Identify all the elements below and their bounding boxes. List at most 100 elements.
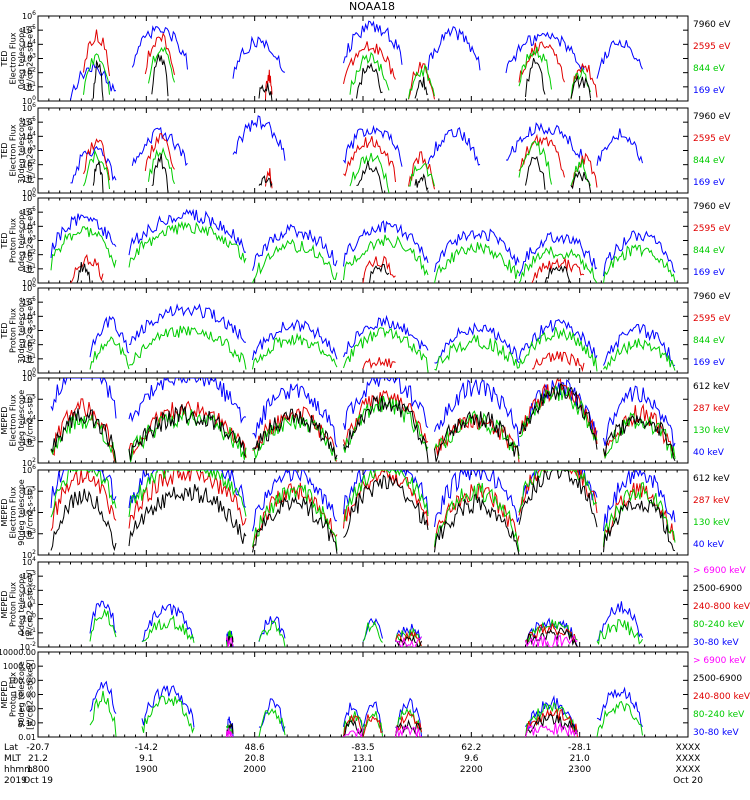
y-tick-label: 103 [22, 436, 36, 447]
series-green-trace [258, 620, 286, 647]
series-magenta-trace [343, 727, 364, 737]
series-green-trace [570, 158, 591, 187]
footer-value: 2200 [460, 765, 483, 775]
series-blue-trace [128, 470, 247, 509]
series-black-trace [518, 383, 598, 450]
footer-value: -83.5 [351, 743, 374, 753]
legend-entry: 2500-6900 [693, 674, 742, 684]
series-red-trace [518, 41, 565, 83]
y-axis-label: [#/cm2-s-str-keV] [26, 659, 35, 730]
y-tick-label: 104 [22, 38, 36, 49]
y-tick-label: 1000.00 [3, 662, 36, 671]
y-tick-label: 106 [22, 192, 36, 203]
footer-value: 9.1 [139, 754, 153, 764]
y-tick-exponent: 2 [32, 457, 36, 464]
legend-entry: 169 eV [693, 86, 726, 96]
series-blue-trace [128, 378, 247, 424]
legend-entry: 130 keV [693, 426, 730, 436]
y-tick-exponent: 6 [32, 192, 36, 199]
y-tick-exponent: 2 [32, 159, 36, 166]
series-green-trace [434, 334, 520, 371]
y-tick-label: 100 [22, 277, 36, 288]
legend-entry: 130 keV [693, 518, 730, 528]
series-red-trace [518, 133, 565, 178]
legend-entry: 844 eV [693, 246, 726, 256]
y-tick-exponent: 3 [32, 235, 36, 242]
series-black-trace [151, 153, 169, 193]
series-green-trace [89, 608, 117, 642]
legend-entry: 30-80 keV [693, 728, 739, 738]
series-blue-trace [518, 470, 598, 513]
series-blue-trace [596, 686, 643, 727]
legend-entry: 287 keV [693, 496, 730, 506]
legend-entry: 612 keV [693, 474, 730, 484]
series-green-trace [343, 470, 429, 522]
series-blue-trace [252, 470, 337, 532]
series-blue-trace [596, 128, 643, 166]
footer-value: 13.1 [353, 754, 373, 764]
series-green-trace [128, 470, 247, 518]
series-green-trace [141, 695, 195, 734]
series-red-trace [265, 168, 273, 189]
y-axis-label: MEPED [0, 681, 9, 709]
series-red-trace [265, 69, 273, 100]
y-tick-exponent: 5 [32, 206, 36, 213]
y-tick-label: 100 [22, 367, 36, 378]
series-red-trace [83, 29, 110, 77]
y-tick-exponent: 4 [32, 556, 36, 563]
legend-entry: 612 keV [693, 382, 730, 392]
series-magenta-trace [395, 636, 422, 647]
y-axis-label: TED [0, 50, 9, 67]
series-green-trace [50, 470, 117, 518]
series-red-trace [144, 32, 175, 76]
footer-value: -20.7 [26, 743, 49, 753]
y-tick-label: 104 [22, 556, 36, 567]
legend-entry: 30-80 keV [693, 638, 739, 648]
series-group [70, 115, 643, 193]
y-axis-label: [#/cm2-s-str-eV] [26, 207, 35, 273]
series-red-trace [362, 357, 396, 370]
legend-entry: 40 keV [693, 448, 725, 458]
series-green-trace [252, 238, 338, 283]
series-black-trace [258, 83, 273, 101]
series-blue-trace [427, 26, 481, 71]
series-group [50, 208, 676, 283]
series-green-trace [83, 149, 110, 190]
panel-frame [37, 651, 689, 738]
y-axis-label: TED [0, 142, 9, 159]
series-blue-trace [434, 322, 520, 364]
legend-entry: 2595 eV [693, 42, 731, 52]
legend-entry: 169 eV [693, 268, 726, 278]
panel-5: 102 103 104 105 106 MEPED Electron Flux 0deg te… [0, 372, 730, 468]
y-axis-label: 0deg telescope [17, 574, 26, 635]
series-blue-trace [131, 25, 188, 70]
series-blue-trace [252, 223, 338, 271]
y-axis-label: [#/cm2-s-str-eV] [26, 117, 35, 183]
footer-row-label: MLT [4, 754, 22, 764]
series-red-trace [395, 711, 422, 737]
y-tick-exponent: 0 [32, 187, 36, 194]
series-blue-trace [89, 315, 130, 358]
footer-value: 20.8 [245, 754, 265, 764]
y-axis-label: [#/cm2-s-str-eV] [26, 297, 35, 363]
y-tick-label: 104 [22, 415, 36, 426]
series-black-trace [252, 408, 338, 460]
y-tick-label: 104 [22, 130, 36, 141]
y-tick-exponent: -2 [30, 641, 36, 648]
panel-frame [37, 197, 689, 284]
y-axis-label: Proton Flux [9, 582, 18, 627]
footer-value: XXXX [676, 743, 701, 753]
series-black-trace [343, 474, 429, 538]
series-blue-trace [343, 20, 403, 65]
y-tick-label: 105 [22, 296, 36, 307]
y-tick-label: 100.00 [8, 676, 36, 685]
series-green-trace [141, 614, 195, 643]
y-tick-label: 106 [22, 464, 36, 475]
series-blue-trace [427, 127, 481, 166]
footer-value: 48.6 [245, 743, 265, 753]
y-tick-label: 102 [22, 249, 36, 260]
legend-entry: 7960 eV [693, 292, 731, 302]
